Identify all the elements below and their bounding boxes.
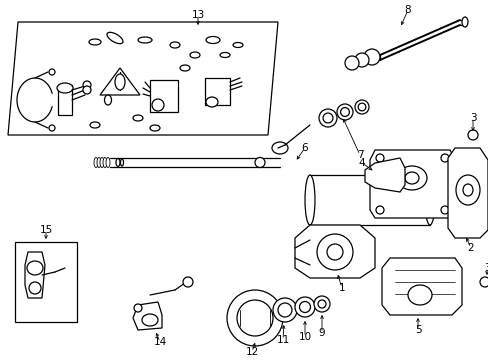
Text: 3: 3: [483, 263, 488, 273]
Ellipse shape: [326, 244, 342, 260]
Ellipse shape: [396, 166, 426, 190]
Ellipse shape: [226, 290, 283, 346]
Ellipse shape: [354, 53, 368, 67]
Ellipse shape: [49, 69, 55, 75]
Ellipse shape: [375, 206, 383, 214]
Ellipse shape: [133, 115, 142, 121]
Text: 8: 8: [404, 5, 410, 15]
Ellipse shape: [336, 104, 352, 120]
Polygon shape: [447, 148, 487, 238]
Ellipse shape: [150, 125, 160, 131]
Bar: [15, 242, 77, 322]
Polygon shape: [133, 302, 162, 330]
Ellipse shape: [424, 175, 434, 225]
Polygon shape: [25, 252, 45, 298]
Ellipse shape: [83, 86, 91, 94]
Ellipse shape: [340, 108, 349, 116]
Ellipse shape: [89, 39, 101, 45]
Ellipse shape: [461, 17, 467, 27]
Ellipse shape: [120, 159, 123, 166]
Ellipse shape: [345, 56, 358, 70]
Ellipse shape: [407, 285, 431, 305]
Ellipse shape: [134, 304, 142, 312]
Ellipse shape: [49, 125, 55, 131]
Ellipse shape: [97, 158, 101, 167]
Ellipse shape: [170, 42, 180, 48]
Ellipse shape: [152, 99, 163, 111]
Ellipse shape: [272, 298, 296, 322]
Ellipse shape: [375, 154, 383, 162]
Ellipse shape: [180, 65, 190, 71]
Ellipse shape: [254, 158, 264, 167]
Ellipse shape: [455, 175, 479, 205]
Ellipse shape: [116, 158, 120, 166]
Ellipse shape: [190, 52, 200, 58]
Ellipse shape: [323, 113, 332, 123]
Ellipse shape: [467, 130, 477, 140]
Ellipse shape: [237, 300, 272, 336]
Text: 12: 12: [245, 347, 258, 357]
Ellipse shape: [317, 300, 325, 308]
Ellipse shape: [440, 206, 448, 214]
Ellipse shape: [115, 74, 125, 90]
Polygon shape: [58, 85, 72, 115]
Ellipse shape: [138, 37, 152, 43]
Polygon shape: [150, 80, 178, 112]
Ellipse shape: [305, 175, 314, 225]
Ellipse shape: [142, 314, 158, 326]
Ellipse shape: [232, 42, 243, 48]
Text: 9: 9: [318, 328, 325, 338]
Ellipse shape: [363, 49, 379, 65]
Ellipse shape: [354, 100, 368, 114]
Ellipse shape: [205, 97, 218, 107]
Ellipse shape: [57, 83, 73, 93]
Text: 10: 10: [298, 332, 311, 342]
Ellipse shape: [83, 81, 91, 89]
Ellipse shape: [479, 277, 488, 287]
Ellipse shape: [220, 53, 229, 58]
Ellipse shape: [404, 172, 418, 184]
Ellipse shape: [440, 154, 448, 162]
Ellipse shape: [278, 303, 291, 317]
Text: 11: 11: [276, 335, 289, 345]
Polygon shape: [364, 158, 404, 192]
Ellipse shape: [27, 261, 43, 275]
Ellipse shape: [316, 234, 352, 270]
Text: 1: 1: [338, 283, 345, 293]
Ellipse shape: [29, 282, 41, 294]
Ellipse shape: [104, 95, 111, 105]
Text: 3: 3: [469, 113, 475, 123]
Ellipse shape: [205, 36, 220, 44]
Ellipse shape: [318, 109, 336, 127]
Ellipse shape: [90, 122, 100, 128]
Ellipse shape: [100, 158, 104, 167]
Ellipse shape: [107, 32, 123, 44]
Text: 15: 15: [40, 225, 53, 235]
Polygon shape: [381, 258, 461, 315]
Polygon shape: [369, 150, 457, 218]
Text: 14: 14: [153, 337, 166, 347]
Ellipse shape: [94, 158, 98, 167]
Ellipse shape: [294, 297, 314, 317]
Ellipse shape: [357, 103, 365, 111]
Text: 5: 5: [414, 325, 421, 335]
Ellipse shape: [183, 277, 193, 287]
Ellipse shape: [106, 158, 110, 167]
Polygon shape: [100, 68, 140, 95]
Text: 6: 6: [301, 143, 307, 153]
Polygon shape: [8, 22, 278, 135]
Ellipse shape: [313, 296, 329, 312]
Text: 13: 13: [191, 10, 204, 20]
Polygon shape: [204, 78, 229, 105]
Ellipse shape: [103, 158, 107, 167]
Ellipse shape: [299, 302, 310, 312]
Text: 2: 2: [467, 243, 473, 253]
Ellipse shape: [462, 184, 472, 196]
Text: 7: 7: [356, 150, 363, 160]
Text: 4: 4: [358, 158, 365, 168]
Polygon shape: [294, 225, 374, 278]
